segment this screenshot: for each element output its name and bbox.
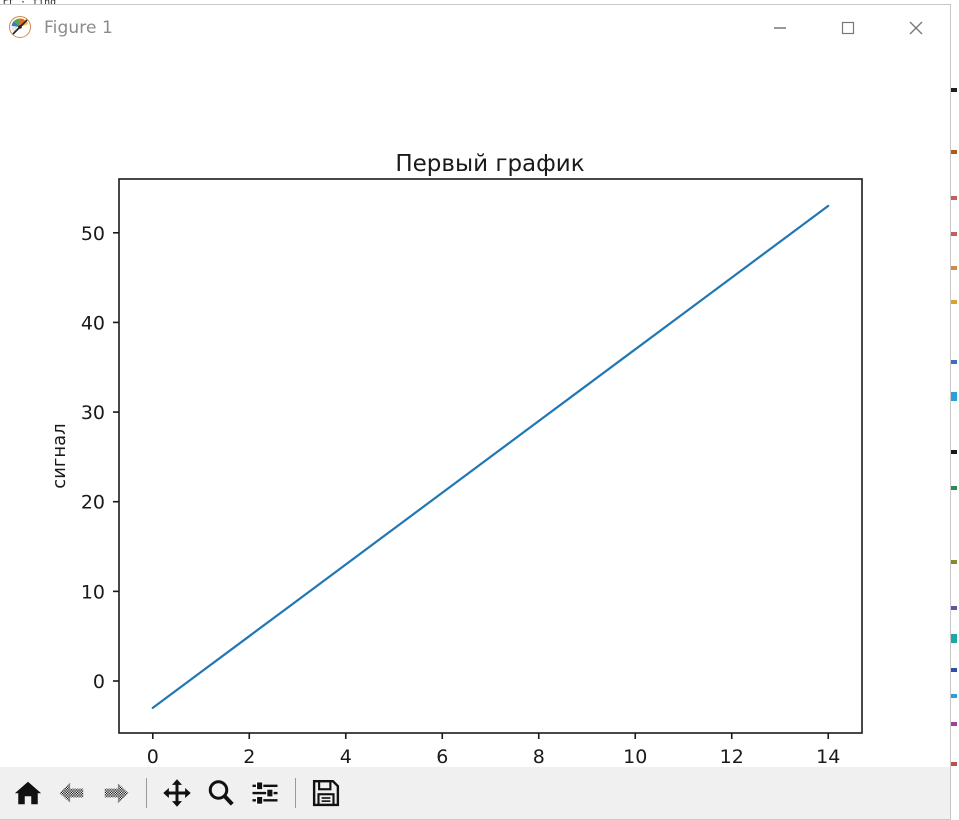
chart-title: Первый график xyxy=(395,151,584,177)
zoom-button[interactable] xyxy=(199,771,243,815)
x-axis-ticks: 0 2 4 6 8 10 12 14 xyxy=(147,733,840,767)
y-tick-label: 0 xyxy=(93,671,105,693)
y-axis-label: сигнал xyxy=(49,423,70,488)
close-icon xyxy=(909,21,923,35)
arrow-left-icon xyxy=(59,783,84,803)
x-tick-label: 8 xyxy=(533,746,545,767)
maximize-icon xyxy=(841,21,855,35)
y-axis-ticks: 0 10 20 30 40 50 xyxy=(81,223,119,693)
save-button[interactable] xyxy=(304,771,348,815)
toolbar-separator-2 xyxy=(295,778,296,808)
data-line-signal xyxy=(151,204,830,710)
y-tick-label: 10 xyxy=(81,581,105,603)
minimize-button[interactable] xyxy=(746,5,814,51)
y-tick-label: 30 xyxy=(81,402,105,424)
window-titlebar[interactable]: Figure 1 xyxy=(0,5,950,51)
x-tick-label: 2 xyxy=(243,746,255,767)
navigation-toolbar xyxy=(0,767,950,819)
y-tick-label: 50 xyxy=(81,223,105,245)
back-button[interactable] xyxy=(50,771,94,815)
background-window-right-sliver xyxy=(949,0,959,820)
x-tick-label: 10 xyxy=(623,746,647,767)
arrow-right-icon xyxy=(104,783,129,803)
window-controls xyxy=(746,5,950,51)
background-text-fragment: rt · find xyxy=(2,0,56,5)
figure-window: Figure 1 xyxy=(0,4,951,820)
matplotlib-logo-icon xyxy=(8,15,34,41)
x-tick-label: 4 xyxy=(340,746,352,767)
x-tick-label: 0 xyxy=(147,746,159,767)
close-button[interactable] xyxy=(882,5,950,51)
background-window-top-sliver: rt · find xyxy=(0,0,959,5)
window-title: Figure 1 xyxy=(44,18,113,38)
axes-frame xyxy=(118,178,863,734)
toolbar-separator-1 xyxy=(146,778,147,808)
configure-subplots-button[interactable] xyxy=(243,771,287,815)
y-tick-label: 20 xyxy=(81,492,105,514)
x-tick-label: 14 xyxy=(816,746,840,767)
data-series-group xyxy=(151,204,830,710)
home-icon xyxy=(14,781,42,805)
floppy-disk-icon xyxy=(312,779,340,807)
magnifier-icon xyxy=(208,780,234,806)
sliders-icon xyxy=(252,781,278,805)
x-tick-label: 12 xyxy=(720,746,744,767)
x-tick-label: 6 xyxy=(436,746,448,767)
forward-button[interactable] xyxy=(94,771,138,815)
y-tick-label: 40 xyxy=(81,312,105,334)
home-button[interactable] xyxy=(6,771,50,815)
maximize-button[interactable] xyxy=(814,5,882,51)
minimize-icon xyxy=(774,27,786,29)
move-arrows-icon xyxy=(163,779,191,807)
pan-button[interactable] xyxy=(155,771,199,815)
